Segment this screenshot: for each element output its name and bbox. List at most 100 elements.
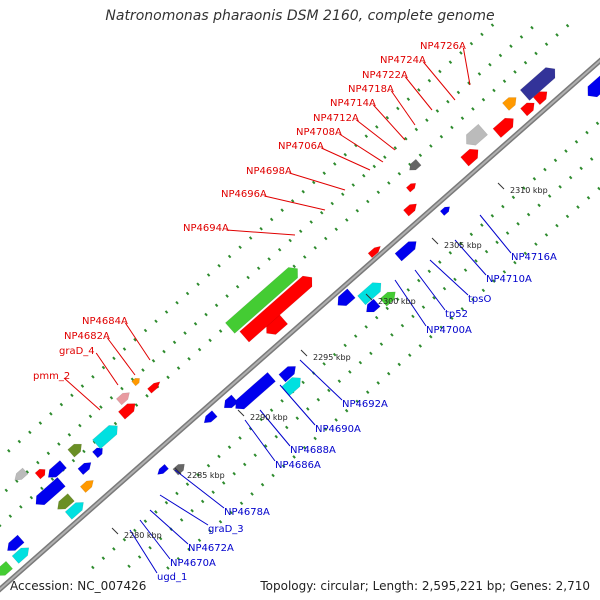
guide-dot <box>154 319 158 324</box>
gene-feature <box>239 275 313 343</box>
guide-dot <box>8 514 13 518</box>
gene-feature <box>35 476 66 506</box>
guide-dot <box>544 42 549 46</box>
gene-feature <box>11 547 30 564</box>
guide-dot <box>301 189 305 194</box>
guide-dot <box>80 384 85 388</box>
tick-mark <box>497 182 505 190</box>
guide-dot <box>404 136 408 141</box>
guide-dot <box>206 273 211 277</box>
guide-dot <box>281 464 286 468</box>
guide-dot <box>229 510 233 515</box>
guide-dot <box>516 222 520 226</box>
guide-dot <box>166 566 170 570</box>
gene-feature <box>379 291 396 307</box>
guide-dot <box>49 412 53 416</box>
gene-feature <box>235 371 276 410</box>
label-leader <box>63 377 101 411</box>
guide-dot <box>406 288 410 292</box>
gene-label-lower: NP4688A <box>290 445 336 456</box>
accession-text: Accession: NC_007426 <box>10 579 147 593</box>
gene-feature <box>519 67 556 101</box>
gene-label-upper: NP4708A <box>296 127 342 138</box>
guide-dot <box>143 519 148 523</box>
guide-dot <box>502 270 507 274</box>
gene-feature <box>34 468 46 480</box>
tick-mark <box>174 467 182 475</box>
guide-dot <box>316 397 321 402</box>
gene-label-lower: NP4678A <box>224 507 270 518</box>
guide-dot <box>484 249 489 254</box>
gene-feature <box>225 267 298 334</box>
guide-dot <box>259 417 263 422</box>
guide-dot <box>459 241 463 246</box>
guide-dot <box>427 78 432 83</box>
guide-dot <box>113 421 118 426</box>
guide-dot <box>383 155 387 160</box>
guide-dot <box>19 505 23 509</box>
gene-feature <box>502 97 517 111</box>
guide-dot <box>187 547 191 552</box>
gene-label-upper: pmm_2 <box>33 371 70 382</box>
gene-label-lower: NP4690A <box>315 424 361 435</box>
label-leader <box>159 494 209 526</box>
guide-dot <box>133 337 137 342</box>
guide-dot <box>200 499 205 504</box>
gene-label-upper: NP4706A <box>278 141 324 152</box>
gene-feature <box>92 425 118 450</box>
guide-dot <box>306 407 310 411</box>
guide-dot <box>448 251 453 255</box>
guide-dot <box>481 288 486 293</box>
guide-dot <box>498 53 503 58</box>
guide-dot <box>298 229 303 234</box>
guide-dot <box>197 347 202 352</box>
guide-dot <box>425 118 429 122</box>
guide-dot <box>280 208 284 213</box>
gene-feature <box>278 366 296 383</box>
gene-label-lower: NP4670A <box>170 558 216 569</box>
guide-dot <box>463 268 468 272</box>
gene-label-upper: NP4682A <box>64 331 110 342</box>
guide-dot <box>427 269 432 274</box>
guide-dot <box>271 473 275 478</box>
guide-dot <box>543 167 547 172</box>
gene-label-upper: graD_4 <box>59 346 95 357</box>
gene-label-lower: NP4686A <box>275 460 321 471</box>
guide-dot <box>288 238 292 243</box>
guide-dot <box>274 434 278 439</box>
guide-dot <box>172 340 177 345</box>
guide-dot <box>120 386 124 391</box>
map-title: Natronomonas pharaonis DSM 2160, complet… <box>105 8 495 24</box>
guide-dot <box>564 149 568 153</box>
guide-dot <box>208 529 212 533</box>
guide-dot <box>322 362 326 366</box>
guide-dot <box>164 500 169 505</box>
guide-dot <box>396 106 400 111</box>
gene-label-lower: graD_3 <box>208 524 244 535</box>
guide-dot <box>302 255 307 259</box>
gene-feature <box>118 403 136 420</box>
guide-dot <box>211 490 215 494</box>
guide-dot <box>88 414 93 419</box>
guide-dot <box>7 449 11 453</box>
guide-dot <box>406 97 411 101</box>
guide-dot <box>586 196 591 200</box>
label-leader <box>259 409 291 447</box>
guide-dot <box>495 240 499 245</box>
guide-dot <box>15 479 19 483</box>
guide-dot <box>70 393 74 398</box>
guide-dot <box>99 405 103 409</box>
guide-dot <box>442 286 447 291</box>
gene-feature <box>403 203 417 217</box>
guide-dot <box>400 323 405 328</box>
guide-dot <box>397 362 401 367</box>
guide-dot <box>127 564 131 569</box>
guide-dot <box>574 140 579 144</box>
guide-dot <box>235 284 240 289</box>
label-leader <box>321 147 371 171</box>
guide-dot <box>327 388 331 393</box>
guide-dot <box>112 547 116 551</box>
gene-feature <box>223 394 239 409</box>
guide-dot <box>238 245 242 250</box>
